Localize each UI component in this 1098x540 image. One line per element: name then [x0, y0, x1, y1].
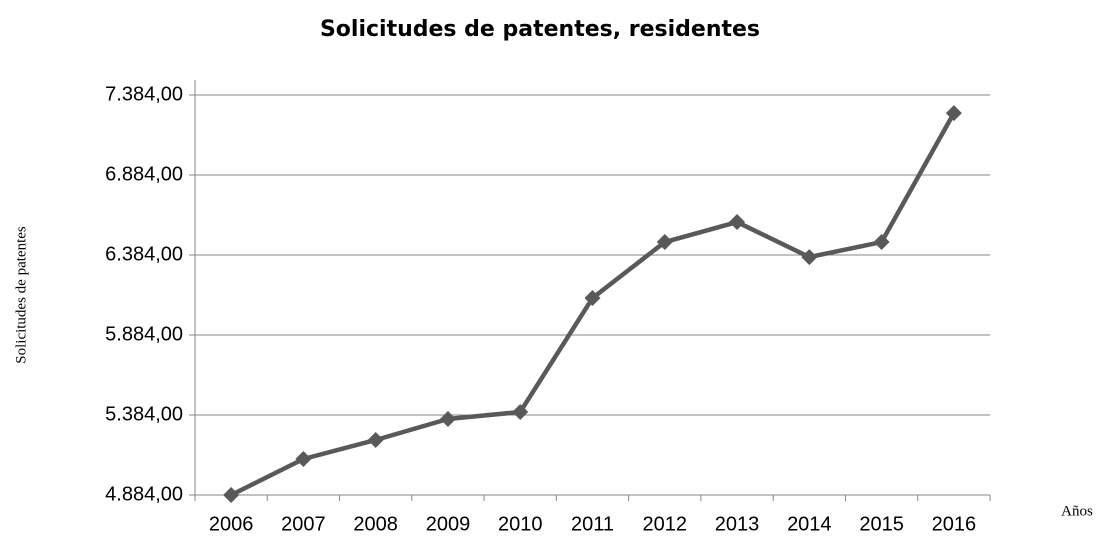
y-tick-label: 6.884,00 [105, 163, 183, 185]
x-tick-label: 2010 [498, 513, 543, 535]
y-tick-label: 7.384,00 [105, 83, 183, 105]
x-tick-label: 2007 [281, 513, 326, 535]
x-tick-label: 2016 [932, 513, 977, 535]
x-tick-label: 2009 [426, 513, 471, 535]
x-axis-label: Años [1061, 503, 1093, 519]
marker [295, 451, 312, 467]
marker [584, 290, 601, 307]
marker [367, 431, 384, 448]
y-tick-label: 5.384,00 [105, 403, 183, 425]
x-tick-label: 2014 [787, 513, 832, 535]
y-axis-label: Solicitudes de patentes [13, 226, 29, 364]
marker [512, 403, 529, 420]
x-tick-label: 2015 [859, 513, 904, 535]
y-tick-label: 4.884,00 [105, 483, 183, 505]
x-tick-label: 2008 [353, 513, 398, 535]
chart-title: Solicitudes de patentes, residentes [320, 17, 760, 42]
marker [656, 234, 673, 251]
x-tick-label: 2013 [715, 513, 760, 535]
y-tick-label: 5.884,00 [105, 323, 183, 345]
marker [801, 249, 818, 266]
x-tick-label: 2006 [209, 513, 254, 535]
marker [873, 234, 890, 251]
marker [439, 411, 456, 427]
x-tick-label: 2012 [643, 513, 688, 535]
marker [729, 214, 746, 231]
y-tick-label: 6.384,00 [105, 243, 183, 265]
x-tick-label: 2011 [571, 513, 614, 535]
marker [223, 487, 240, 503]
marker [945, 105, 962, 122]
